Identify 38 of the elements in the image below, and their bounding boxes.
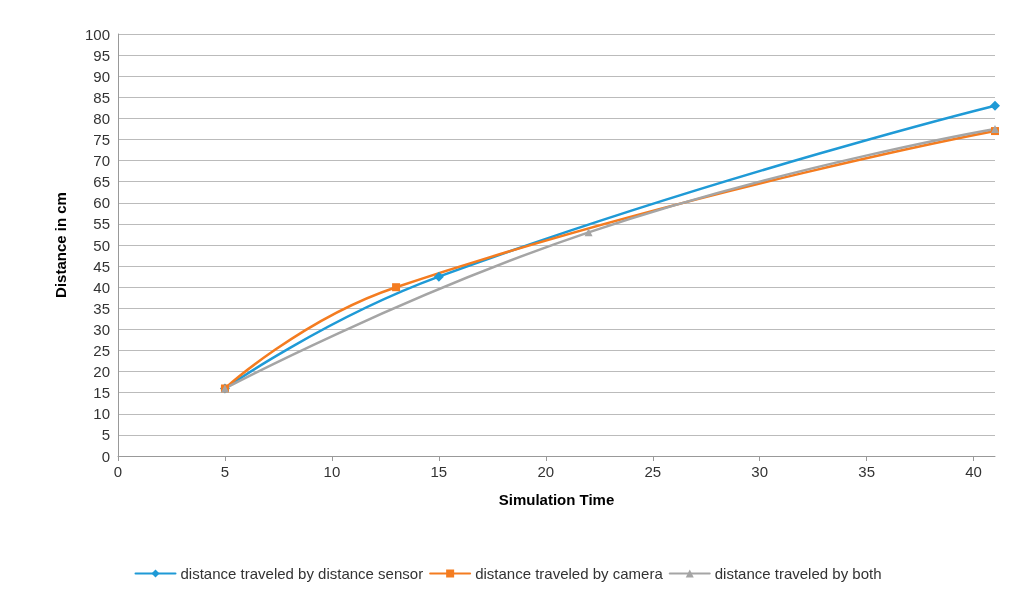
y-tick-label: 10 <box>93 405 110 423</box>
x-tick-label: 30 <box>751 463 769 480</box>
y-tick-label: 20 <box>93 363 110 381</box>
y-tick-label: 90 <box>93 67 110 85</box>
y-tick-label: 50 <box>93 236 110 254</box>
y-tick-label: 100 <box>84 25 110 43</box>
y-tick-label: 60 <box>93 194 110 212</box>
y-tick-label: 70 <box>93 152 110 170</box>
y-tick-label: 85 <box>93 88 110 106</box>
x-tick-label: 10 <box>323 463 341 480</box>
y-tick-label: 45 <box>93 257 110 275</box>
y-tick-label: 75 <box>93 131 110 148</box>
x-tick-label: 40 <box>965 463 982 480</box>
y-tick-label: 15 <box>93 384 110 402</box>
legend-label: distance traveled by both <box>714 565 882 582</box>
legend-label: distance traveled by distance sensor <box>180 565 424 582</box>
point <box>433 271 444 282</box>
x-tick-label: 25 <box>644 463 662 480</box>
y-tick-label: 65 <box>93 173 110 191</box>
y-tick-label: 80 <box>93 109 110 127</box>
y-tick-label: 40 <box>93 278 110 296</box>
y-tick-label: 0 <box>101 447 110 465</box>
point <box>990 100 1000 111</box>
x-tick-label: 35 <box>858 463 875 480</box>
x-tick-label: 0 <box>113 463 123 480</box>
y-tick-label: 55 <box>93 215 110 233</box>
y-axis-title: Distance in cm <box>52 192 69 298</box>
y-tick-label: 35 <box>93 299 110 317</box>
y-tick-label: 95 <box>93 46 110 64</box>
x-tick-label: 20 <box>537 463 555 480</box>
x-tick-label: 15 <box>430 463 448 480</box>
y-tick-label: 30 <box>93 320 110 338</box>
x-tick-label: 5 <box>220 463 230 480</box>
x-axis-title: Simulation Time <box>498 491 615 508</box>
point <box>392 283 401 292</box>
legend-label: distance traveled by camera <box>475 565 664 582</box>
y-tick-label: 25 <box>93 342 110 359</box>
y-tick-label: 5 <box>101 426 110 444</box>
